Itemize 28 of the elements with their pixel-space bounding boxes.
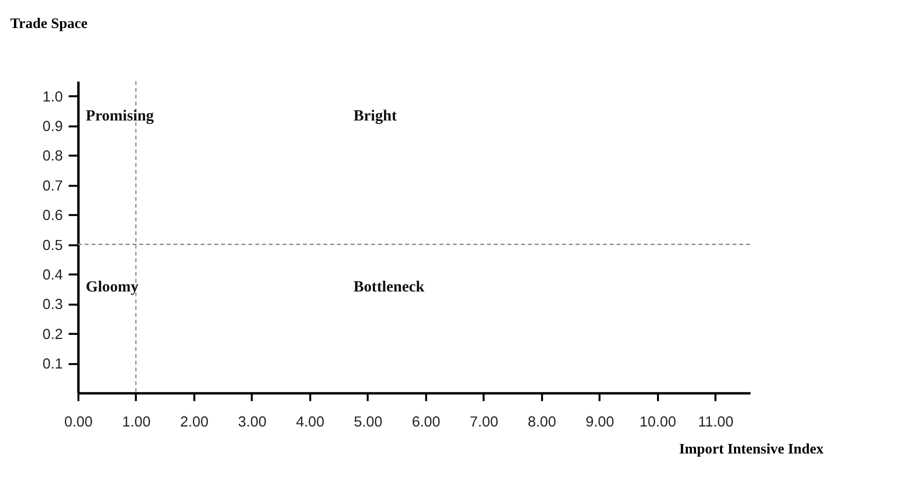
x-tick-label: 4.00	[296, 414, 324, 430]
annotation: Bottleneck	[353, 278, 425, 296]
x-tick-label: 10.00	[640, 414, 676, 430]
y-tick-label: 0.1	[42, 356, 63, 372]
x-tick-label: 1.00	[122, 414, 151, 430]
y-axis-title: Trade Space	[10, 16, 88, 32]
annotation: Bright	[353, 107, 398, 124]
annotation: Promising	[86, 107, 154, 124]
x-tick-label: 9.00	[586, 414, 614, 430]
y-tick-label: 0.8	[42, 148, 63, 165]
x-tick-label: 7.00	[470, 414, 498, 430]
x-tick-label: 11.00	[698, 414, 734, 430]
x-tick-label: 6.00	[412, 414, 440, 430]
y-tick-label: 0.7	[42, 178, 63, 194]
y-tick-label: 0.3	[42, 297, 63, 314]
y-tick-label: 0.2	[42, 326, 63, 343]
x-tick-label: 2.00	[180, 414, 209, 430]
x-axis-title: Import Intensive Index	[679, 442, 824, 458]
x-tick-label: 0.00	[64, 414, 93, 430]
x-tick-label: 3.00	[238, 414, 266, 430]
annotation: Gloomy	[86, 278, 139, 296]
y-tick-label: 1.0	[42, 89, 63, 106]
y-tick-label: 0.5	[42, 238, 63, 254]
y-tick-label: 0.4	[42, 267, 63, 284]
x-tick-label: 8.00	[528, 414, 556, 430]
y-tick-label: 0.9	[42, 119, 63, 136]
x-tick-label: 5.00	[354, 414, 382, 430]
y-tick-label: 0.6	[42, 208, 63, 224]
